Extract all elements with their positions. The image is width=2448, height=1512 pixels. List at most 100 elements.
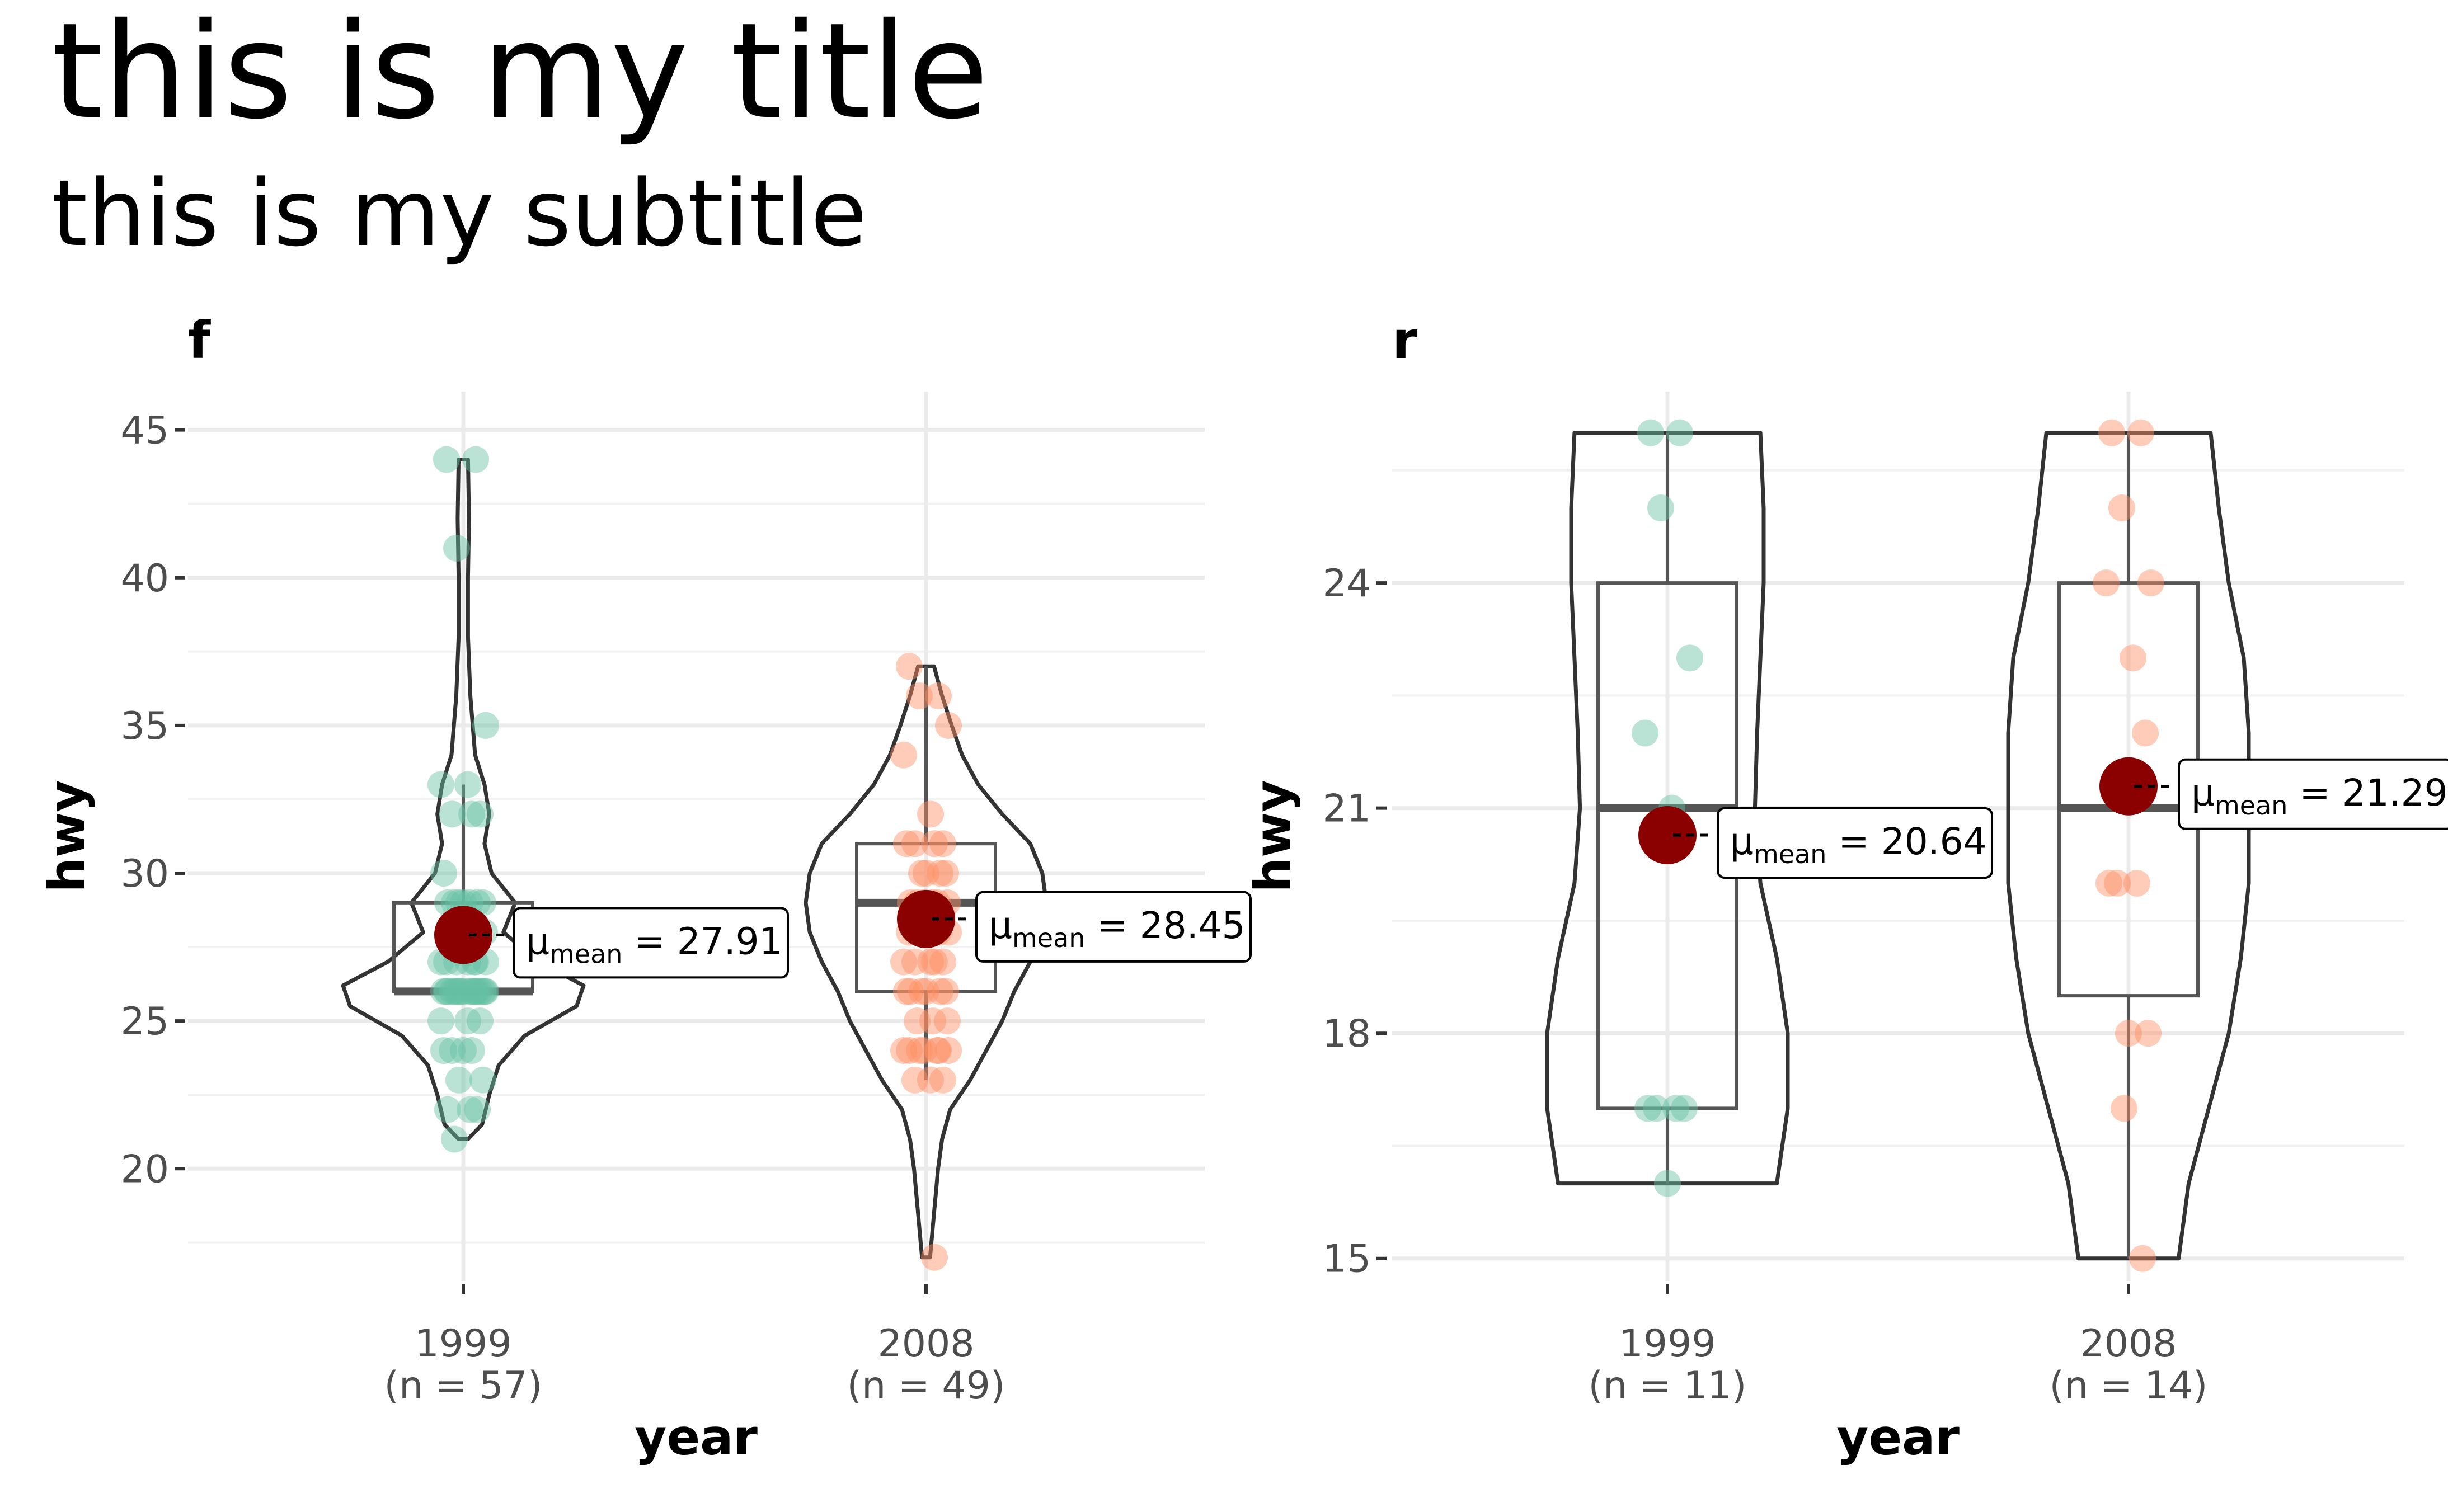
y-tick-label: 21 — [1322, 787, 1371, 831]
data-point — [2137, 569, 2164, 597]
data-point — [927, 860, 953, 887]
data-point — [467, 1007, 494, 1035]
data-point — [1662, 1095, 1689, 1122]
data-point — [427, 1007, 454, 1035]
mean-label-text: μmean = 28.45 — [989, 904, 1246, 953]
data-point — [2129, 1245, 2156, 1272]
data-point — [925, 682, 952, 710]
data-point — [904, 1007, 931, 1035]
mean-label-text: μmean = 27.91 — [526, 920, 783, 969]
data-point — [1634, 1095, 1661, 1122]
data-point — [896, 653, 923, 680]
y-tick-label: 30 — [120, 852, 169, 896]
data-point — [896, 1037, 923, 1064]
chart-subtitle: this is my subtitle — [51, 160, 867, 267]
facet-panel-r: 15 18 21 24 r hwy year 1999(n = 11) μmean = 20.6… — [1244, 310, 2448, 1466]
data-point — [908, 860, 935, 887]
data-point — [430, 978, 457, 1005]
y-tick-label: 40 — [120, 557, 169, 601]
data-point — [443, 534, 470, 562]
data-point — [919, 1007, 946, 1035]
data-point — [450, 1037, 477, 1064]
facet-label: f — [188, 310, 211, 370]
mean-label-box — [1717, 807, 1993, 879]
data-point — [890, 948, 917, 976]
data-point — [2111, 1095, 2137, 1122]
data-point — [458, 978, 485, 1005]
data-point — [925, 1037, 952, 1064]
data-point — [458, 1037, 485, 1064]
data-point — [433, 978, 460, 1005]
data-point — [461, 978, 488, 1005]
mean-point — [434, 906, 492, 964]
data-point — [445, 1066, 472, 1094]
data-point — [917, 800, 944, 828]
data-point — [439, 800, 466, 828]
data-point — [2098, 419, 2125, 446]
x-tick-n-label: (n = 14) — [2050, 1364, 2208, 1408]
data-point — [932, 860, 959, 887]
x-tick-n-label: (n = 49) — [847, 1364, 1005, 1408]
data-point — [2120, 644, 2146, 672]
mean-point — [897, 889, 955, 948]
data-point — [921, 948, 948, 976]
data-point — [434, 978, 461, 1005]
x-tick-n-label: (n = 57) — [384, 1364, 543, 1408]
data-point — [2123, 869, 2150, 897]
data-point — [427, 771, 454, 798]
x-tick-label: 1999 — [1619, 1322, 1716, 1366]
facet-panel-f: 20 25 30 35 40 45 f hwy year 1999(n = 57) μmean = … — [38, 310, 1252, 1466]
data-point — [450, 978, 477, 1005]
data-point — [901, 1066, 928, 1094]
x-tick-label: 2008 — [2080, 1322, 2177, 1366]
data-point — [906, 682, 933, 710]
y-axis-title: hwy — [38, 780, 96, 892]
data-point — [1671, 1095, 1698, 1122]
data-point — [445, 978, 472, 1005]
y-tick-label: 45 — [120, 409, 169, 453]
data-point — [467, 978, 494, 1005]
data-point — [1647, 494, 1674, 521]
mean-label-text: μmean = 21.29 — [2191, 771, 2448, 821]
data-point — [913, 978, 939, 1005]
data-point — [464, 1096, 491, 1123]
data-point — [433, 446, 460, 473]
y-tick-label: 24 — [1322, 562, 1371, 606]
data-point — [897, 978, 924, 1005]
violin-shape — [804, 664, 1049, 1260]
category-group-1999: 1999(n = 57) μmean = 27.91 — [341, 446, 789, 1408]
x-tick-label: 1999 — [415, 1322, 511, 1366]
mean-label-text: μmean = 20.64 — [1730, 820, 1987, 869]
x-axis-title: year — [635, 1409, 758, 1466]
data-point — [1666, 419, 1693, 446]
data-point — [457, 978, 483, 1005]
data-point — [932, 978, 959, 1005]
data-point — [467, 800, 494, 828]
data-point — [890, 741, 917, 769]
data-point — [910, 1037, 937, 1064]
data-point — [457, 1096, 483, 1123]
data-point — [430, 1037, 457, 1064]
chart-title: this is my title — [51, 0, 989, 148]
facet-label: r — [1392, 310, 1418, 370]
data-point — [462, 978, 489, 1005]
mean-label-box — [975, 891, 1252, 963]
data-point — [2115, 1020, 2142, 1047]
y-tick-label: 20 — [120, 1147, 169, 1191]
data-point — [935, 1037, 962, 1064]
x-tick-n-label: (n = 11) — [1589, 1364, 1747, 1408]
data-point — [1643, 1095, 1670, 1122]
x-tick-label: 2008 — [877, 1322, 974, 1366]
category-group-2008: 2008(n = 49) μmean = 28.45 — [804, 653, 1252, 1408]
data-point — [430, 860, 457, 887]
data-point — [934, 1007, 961, 1035]
data-point — [2127, 419, 2154, 446]
data-point — [1632, 719, 1658, 747]
y-tick-label: 35 — [120, 704, 169, 748]
data-point — [917, 948, 944, 976]
data-point — [906, 1037, 933, 1064]
data-point — [935, 712, 962, 739]
data-point — [458, 800, 485, 828]
violin-shape — [1545, 431, 1790, 1186]
